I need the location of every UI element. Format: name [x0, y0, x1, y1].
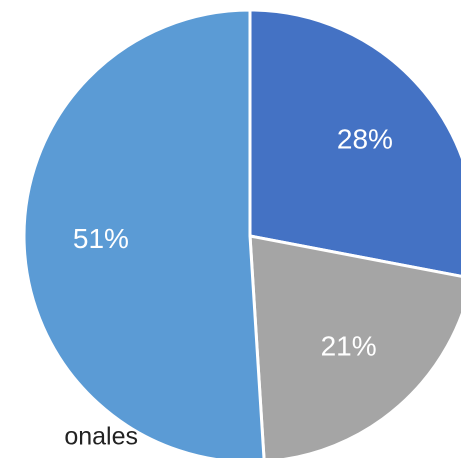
data-label: 51% — [73, 223, 129, 254]
data-label: 21% — [321, 330, 377, 361]
pie-slice — [22, 8, 266, 458]
legend-fragment: onales — [64, 423, 138, 451]
pie-slice — [248, 8, 461, 278]
pie-slice — [248, 234, 461, 458]
pie — [22, 8, 461, 458]
data-label: 28% — [337, 123, 393, 154]
